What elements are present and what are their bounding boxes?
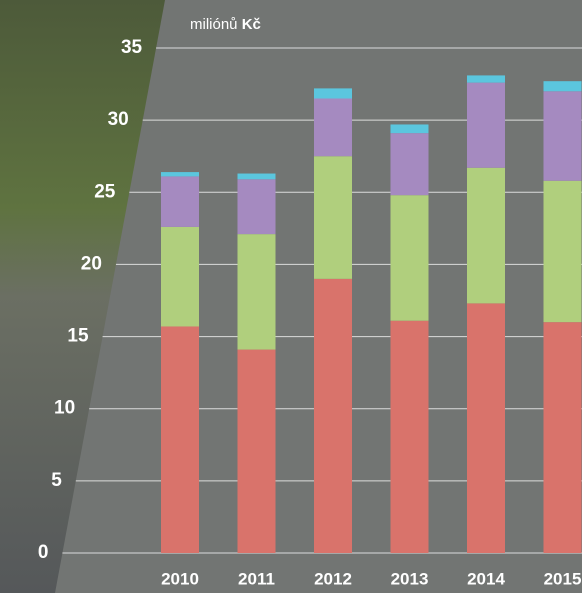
bar-segment [467,303,505,553]
bar-segment [161,176,199,227]
bar-segment [237,234,276,350]
bar-segment [314,156,352,279]
bar-segment [467,75,505,83]
bar-segment [543,81,582,92]
bar-segment [314,278,352,553]
x-tick-label: 2013 [391,569,429,588]
x-tick-label: 2011 [238,569,275,588]
bar-segment [467,167,505,304]
bar-segment [237,179,276,235]
y-tick-label: 10 [54,398,75,419]
bar-segment [467,82,505,168]
bar-segment [237,349,276,553]
x-tick-label: 2014 [467,569,505,588]
bar-segment [314,88,352,99]
bar-segment [390,124,429,134]
y-tick-label: 20 [81,253,102,274]
bar-segment [161,226,199,327]
bar-segment [161,326,199,553]
unit-text: miliónů [190,16,238,33]
x-tick-label: 2010 [161,569,199,588]
bar-segment [543,322,582,553]
bar-segment [543,180,582,323]
x-tick-label: 2015 [544,569,582,588]
bar-segment [390,320,429,553]
unit-bold: Kč [242,16,261,33]
bar-segment [161,172,199,177]
bar-segment [237,173,276,180]
bar-segment [543,91,582,181]
y-tick-label: 25 [94,181,116,202]
y-tick-label: 30 [108,109,129,130]
y-tick-label: 0 [38,542,49,563]
y-tick-label: 35 [121,37,143,58]
bar-segment [390,195,429,321]
y-tick-label: 15 [67,326,89,347]
x-tick-label: 2012 [314,569,352,588]
unit-label: miliónů Kč [190,16,261,33]
bar-segment [314,98,352,157]
y-tick-label: 5 [51,470,62,491]
bar-segment [390,133,429,196]
